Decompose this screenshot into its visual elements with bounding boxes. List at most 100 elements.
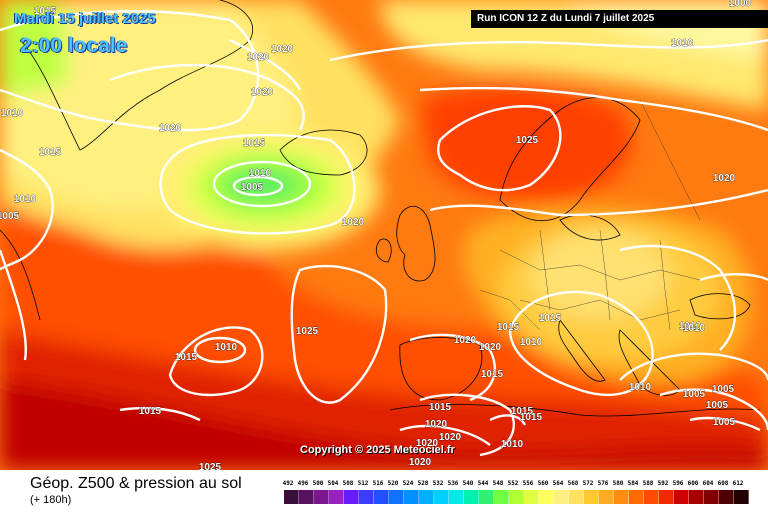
legend-swatch	[584, 490, 599, 504]
legend-value: 496	[297, 480, 309, 487]
legend-value: 504	[327, 480, 339, 487]
legend-value: 520	[387, 480, 399, 487]
isobar-label: 1015	[34, 6, 57, 17]
legend-swatch	[389, 490, 404, 504]
legend-value: 528	[417, 480, 429, 487]
legend-swatch	[644, 490, 659, 504]
legend-value: 588	[642, 480, 654, 487]
isobar-label: 1020	[247, 52, 270, 63]
isobar-label: 1010	[215, 342, 238, 353]
z500-color-field	[0, 0, 768, 470]
isobar-label: 1015	[243, 138, 266, 149]
isobar-lines	[0, 10, 768, 457]
isobar-label: 1010	[1, 108, 24, 119]
isobar-label: 1020	[713, 173, 736, 184]
isobar-label: 1015	[511, 406, 534, 417]
legend-swatch	[344, 490, 359, 504]
legend-value: 536	[447, 480, 459, 487]
legend-swatch	[359, 490, 374, 504]
isobar-label: 1020	[251, 87, 274, 98]
isobar-labels: 1015102010201020102010151010100510101015…	[0, 0, 752, 470]
legend-swatch	[719, 490, 734, 504]
color-legend	[284, 490, 749, 504]
legend-swatch	[569, 490, 584, 504]
legend-swatch	[449, 490, 464, 504]
legend-swatch	[689, 490, 704, 504]
legend-value: 612	[732, 480, 744, 487]
legend-value: 596	[672, 480, 684, 487]
isobar-label: 1020	[425, 419, 448, 430]
legend-swatch	[419, 490, 434, 504]
legend-swatch	[434, 490, 449, 504]
legend-value: 552	[507, 480, 519, 487]
legend-swatch	[599, 490, 614, 504]
legend-value: 584	[627, 480, 639, 487]
legend-swatch	[554, 490, 569, 504]
legend-value: 592	[657, 480, 669, 487]
legend-swatch	[629, 490, 644, 504]
legend-value: 544	[477, 480, 489, 487]
legend-value: 508	[342, 480, 354, 487]
legend-value: 560	[537, 480, 549, 487]
legend-value: 540	[462, 480, 474, 487]
isobar-label: 1010	[14, 194, 37, 205]
isobar-label: 1020	[342, 217, 365, 228]
isobar-label: 1025	[296, 326, 319, 337]
isobar-label: 1020	[454, 335, 477, 346]
isobar-label: 1015	[429, 402, 452, 413]
isobar-label: 1015	[520, 412, 543, 423]
legend-swatch	[614, 490, 629, 504]
isobar-label: 1000	[729, 0, 752, 9]
isobar-label: 1015	[481, 369, 504, 380]
isobar-label: 1010	[671, 38, 694, 49]
geopotential-map: 1015102010201020102010151010100510101015…	[0, 0, 768, 470]
isobar-label: 1020	[479, 342, 502, 353]
legend-value: 548	[492, 480, 504, 487]
legend-swatch	[659, 490, 674, 504]
legend-swatch	[479, 490, 494, 504]
legend-value: 564	[552, 480, 564, 487]
legend-swatch	[704, 490, 719, 504]
forecast-local-time: 2:00 locale	[20, 34, 128, 57]
isobar-label: 1010	[679, 321, 702, 332]
legend-value: 532	[432, 480, 444, 487]
isobar-label: 1020	[271, 44, 294, 55]
isobar-label: 1005	[713, 417, 736, 428]
legend-value: 572	[582, 480, 594, 487]
legend-value: 492	[282, 480, 294, 487]
isobar-label: 1005	[712, 384, 735, 395]
legend-swatch	[284, 490, 299, 504]
isobar-label: 1010	[501, 439, 524, 450]
legend-swatch	[314, 490, 329, 504]
isobar-label: 1015	[139, 406, 162, 417]
legend-value: 608	[717, 480, 729, 487]
legend-value: 600	[687, 480, 699, 487]
coastlines	[0, 0, 761, 417]
isobar-label: 1020	[159, 123, 182, 134]
copyright-notice: Copyright © 2025 Meteociel.fr	[300, 444, 455, 456]
isobar-label: 1010	[629, 382, 652, 393]
isobar-label: 1015	[497, 322, 520, 333]
forecast-date: Mardi 15 juillet 2025	[14, 10, 156, 27]
legend-swatch	[374, 490, 389, 504]
isobar-label: 1025	[199, 462, 222, 470]
legend-value: 556	[522, 480, 534, 487]
legend-swatch	[404, 490, 419, 504]
isobar-label: 1010	[249, 168, 272, 179]
legend-value: 512	[357, 480, 369, 487]
legend-value: 576	[597, 480, 609, 487]
isobar-label: 1020	[439, 432, 462, 443]
legend-value: 604	[702, 480, 714, 487]
legend-value: 500	[312, 480, 324, 487]
isobar-label: 1015	[175, 352, 198, 363]
legend-value: 568	[567, 480, 579, 487]
isobar-label: 1005	[241, 182, 264, 193]
legend-swatch	[494, 490, 509, 504]
field-title: Géop. Z500 & pression au sol	[30, 475, 242, 492]
legend-swatch	[329, 490, 344, 504]
legend-swatch	[674, 490, 689, 504]
legend-swatch	[464, 490, 479, 504]
isobar-label: 1020	[409, 457, 432, 468]
legend-scale-values: 492 496 500 504 508 512 516 520 524 528 532 536 540 5…	[280, 480, 760, 490]
